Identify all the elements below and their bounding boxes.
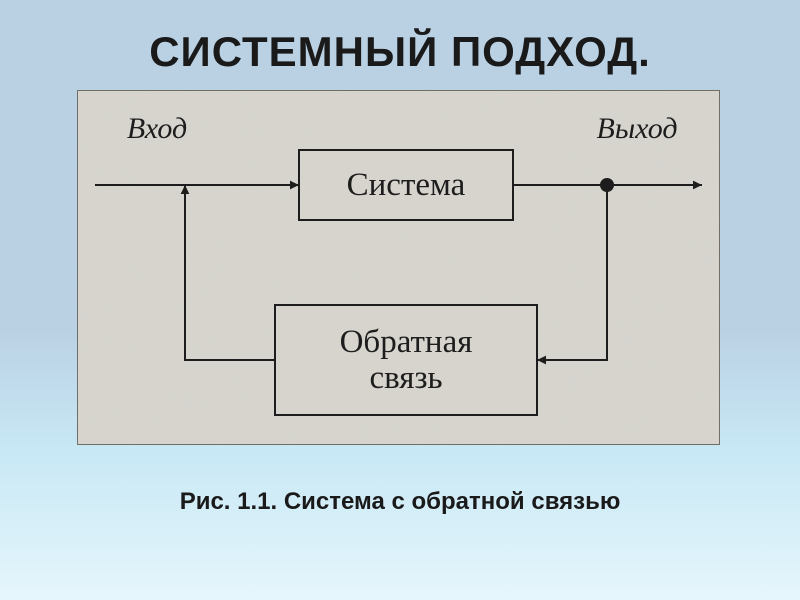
label-input: Вход (127, 112, 187, 145)
slide: СИСТЕМНЫЙ ПОДХОД. Система Обратнаясвязь Вх… (0, 0, 800, 600)
svg-text:Система: Система (347, 167, 466, 203)
figure-caption: Рис. 1.1. Система с обратной связью (0, 488, 800, 516)
node-feedback: Обратнаясвязь (275, 305, 537, 415)
feedback-diagram: Система Обратнаясвязь Вход Выход (77, 90, 720, 445)
svg-text:Обратная: Обратная (340, 324, 473, 360)
junction-dot (600, 178, 614, 192)
svg-text:связь: связь (369, 360, 442, 396)
node-system: Система (299, 150, 513, 220)
label-output: Выход (597, 112, 678, 145)
slide-title: СИСТЕМНЫЙ ПОДХОД. (0, 28, 800, 76)
